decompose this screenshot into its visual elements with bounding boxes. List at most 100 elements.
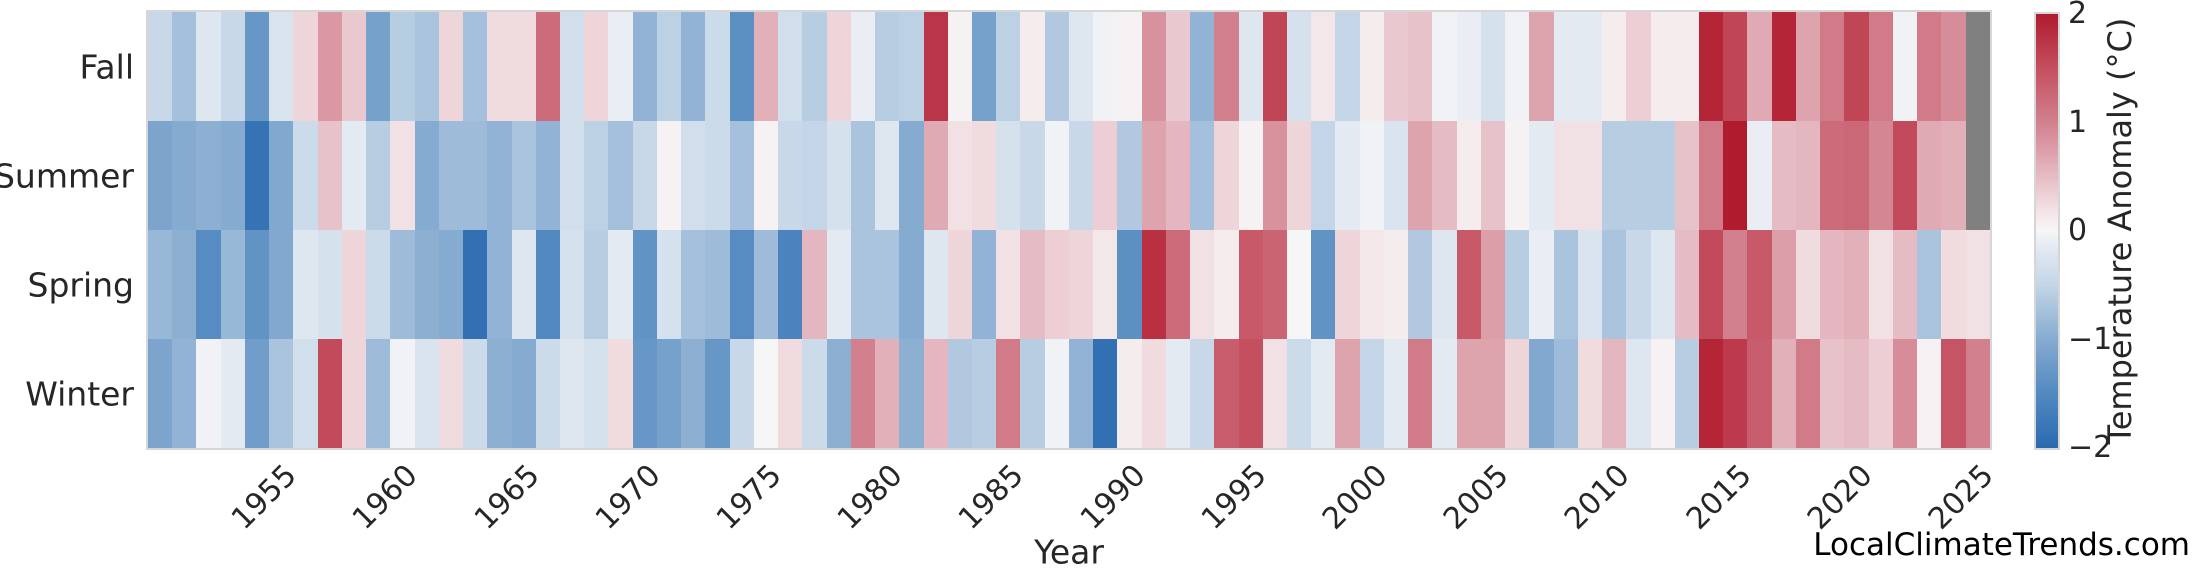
x-tick-label-1970: 1970 <box>588 457 668 537</box>
heatmap-cell <box>705 121 730 230</box>
heatmap-cell <box>172 121 197 230</box>
heatmap-cell <box>148 121 173 230</box>
heatmap-cell <box>1117 339 1142 448</box>
heatmap-cell <box>1359 12 1384 121</box>
heatmap-cell <box>341 12 367 121</box>
heatmap-cell <box>1820 121 1845 230</box>
heatmap-cell <box>1432 121 1457 230</box>
heatmap-cell <box>1044 12 1069 121</box>
heatmap-cell <box>511 12 536 121</box>
heatmap-cell <box>584 12 609 121</box>
heatmap-cell <box>1359 339 1384 448</box>
heatmap-cell <box>947 230 972 339</box>
heatmap-cell <box>1650 12 1675 121</box>
heatmap-cell <box>947 12 972 121</box>
heatmap-cell <box>438 339 464 448</box>
heatmap-cell <box>632 121 657 230</box>
heatmap-cell <box>293 230 318 339</box>
heatmap-cell <box>244 230 270 339</box>
heatmap-cell <box>826 230 851 339</box>
heatmap-cell <box>1287 121 1312 230</box>
heatmap-cell <box>535 339 560 448</box>
heatmap-cell <box>366 339 391 448</box>
heatmap-cell <box>1965 12 1990 121</box>
heatmap-cell <box>1868 12 1893 121</box>
heatmap-cell <box>1747 339 1772 448</box>
heatmap-cell <box>1723 121 1748 230</box>
heatmap-cell <box>681 121 706 230</box>
heatmap-cell <box>196 12 221 121</box>
heatmap-cell <box>1529 230 1554 339</box>
heatmap-cell <box>1287 339 1312 448</box>
heatmap-cell <box>1699 339 1724 448</box>
x-tick-label-1980: 1980 <box>831 457 910 537</box>
heatmap-cell <box>1747 230 1772 339</box>
y-tick-label-winter: Winter <box>25 374 134 413</box>
heatmap-cell <box>1553 121 1578 230</box>
heatmap-cell <box>778 121 803 230</box>
heatmap-cell <box>1020 12 1045 121</box>
heatmap-cell <box>1020 121 1045 230</box>
heatmap-cell <box>1795 339 1821 448</box>
heatmap-cell <box>729 12 754 121</box>
heatmap-cell <box>1674 12 1699 121</box>
heatmap-cell <box>1941 230 1966 339</box>
heatmap-cell <box>778 230 803 339</box>
heatmap-cell <box>923 12 948 121</box>
heatmap-cell <box>1456 121 1481 230</box>
heatmap-cell <box>1747 12 1772 121</box>
heatmap-row-winter <box>148 339 1990 448</box>
heatmap-cell <box>1480 12 1506 121</box>
heatmap-cell <box>1650 230 1675 339</box>
heatmap-cell <box>293 12 318 121</box>
heatmap-cell <box>220 121 245 230</box>
heatmap-cell <box>244 12 270 121</box>
heatmap-cell <box>1262 339 1288 448</box>
heatmap-cell <box>850 230 876 339</box>
heatmap-cell <box>875 339 900 448</box>
heatmap-cell <box>414 230 439 339</box>
heatmap-cell <box>196 230 221 339</box>
heatmap-cell <box>947 121 972 230</box>
heatmap-cell <box>1941 339 1966 448</box>
heatmap-cell <box>923 230 948 339</box>
heatmap-cell <box>608 121 633 230</box>
x-tick-label-2010: 2010 <box>1558 457 1637 537</box>
heatmap-cell <box>1626 230 1651 339</box>
heatmap-cell <box>1311 230 1336 339</box>
heatmap-cell <box>1190 12 1215 121</box>
heatmap-cell <box>1917 230 1942 339</box>
heatmap-cell <box>1044 230 1069 339</box>
heatmap-cell <box>1020 230 1045 339</box>
heatmap-cell <box>463 121 488 230</box>
colorbar-tick-label-−2: −2 <box>2068 430 2113 465</box>
y-tick-label-summer: Summer <box>0 156 134 195</box>
heatmap-cell <box>1238 230 1263 339</box>
heatmap-cell <box>1117 230 1142 339</box>
heatmap-cell <box>463 12 488 121</box>
heatmap-cell <box>1068 12 1094 121</box>
heatmap-cell <box>947 339 972 448</box>
heatmap-cell <box>1699 12 1724 121</box>
heatmap-cell <box>1529 12 1554 121</box>
heatmap-cell <box>1214 12 1239 121</box>
heatmap-cell <box>390 121 415 230</box>
heatmap-cell <box>899 339 924 448</box>
heatmap-cell <box>1044 121 1069 230</box>
heatmap-cell <box>1141 12 1166 121</box>
heatmap-cell <box>1553 12 1578 121</box>
heatmap-cell <box>1577 12 1603 121</box>
heatmap-cell <box>1505 121 1530 230</box>
heatmap-cell <box>681 12 706 121</box>
heatmap-cell <box>317 230 342 339</box>
heatmap-cell <box>705 339 730 448</box>
heatmap-cell <box>802 339 827 448</box>
heatmap-cell <box>1820 230 1845 339</box>
heatmap-cell <box>1117 12 1142 121</box>
heatmap-cell <box>293 339 318 448</box>
heatmap-cell <box>729 339 754 448</box>
heatmap-cell <box>1432 12 1457 121</box>
heatmap-cell <box>1335 230 1360 339</box>
heatmap-cell <box>850 12 876 121</box>
heatmap-cell <box>1626 12 1651 121</box>
